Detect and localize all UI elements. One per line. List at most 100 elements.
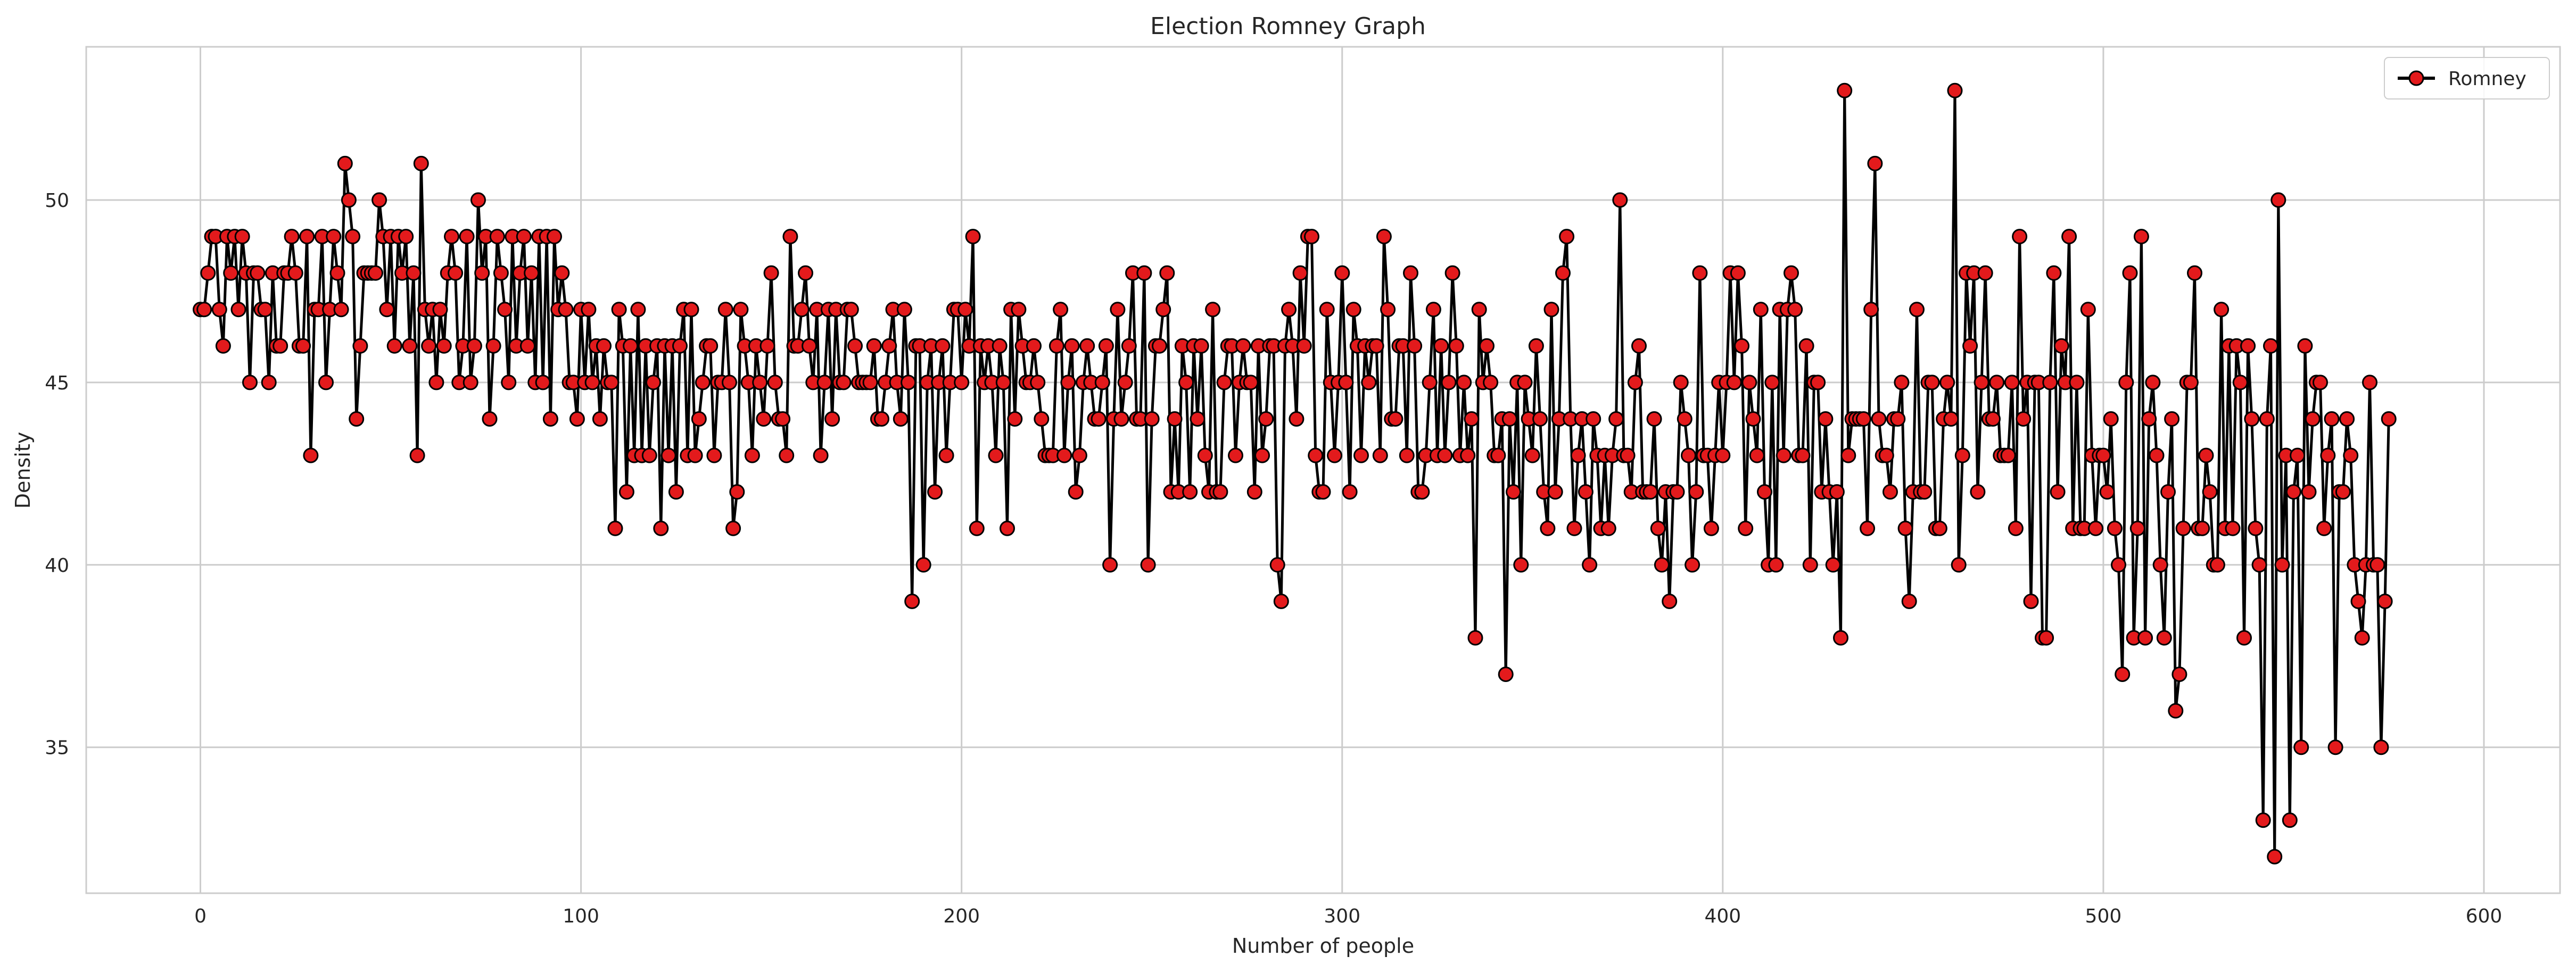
data-point [2175, 520, 2191, 536]
data-point [1136, 265, 1152, 281]
data-point [1829, 484, 1845, 500]
data-point [230, 302, 246, 318]
data-point [1878, 447, 1894, 463]
data-point [2122, 265, 2138, 281]
data-point [1353, 447, 1369, 463]
data-point [824, 411, 840, 427]
y-tick-label: 45 [45, 372, 69, 394]
data-point [273, 338, 288, 354]
data-point [1901, 593, 1917, 609]
data-point [2369, 557, 2385, 573]
data-point [341, 192, 357, 208]
data-point [1000, 520, 1015, 536]
data-point [1582, 557, 1598, 573]
data-point [2305, 411, 2321, 427]
data-point [466, 338, 482, 354]
data-point [1479, 338, 1495, 354]
data-point [1897, 520, 1913, 536]
data-point [196, 302, 212, 318]
data-point [1802, 557, 1818, 573]
data-point [1167, 411, 1183, 427]
data-point [448, 265, 464, 281]
data-point [596, 338, 612, 354]
data-point [1258, 411, 1274, 427]
data-point [965, 229, 981, 245]
data-point [1228, 447, 1243, 463]
data-point [744, 447, 760, 463]
data-point [2164, 411, 2180, 427]
data-point [957, 302, 973, 318]
data-point [1730, 265, 1746, 281]
x-axis-label: Number of people [1232, 934, 1414, 958]
x-axis: 0 100 200 300 400 500 600 [194, 905, 2502, 927]
data-point [1467, 630, 1483, 646]
data-point [2354, 630, 2370, 646]
data-point [497, 302, 513, 318]
data-point [1414, 484, 1430, 500]
data-point [782, 229, 798, 245]
data-point [215, 338, 231, 354]
data-point [2202, 484, 2218, 500]
data-point [2145, 375, 2161, 390]
data-point [1586, 411, 1601, 427]
data-point [847, 338, 863, 354]
data-point [569, 411, 585, 427]
data-point [1840, 447, 1856, 463]
data-point [1620, 447, 1636, 463]
data-point [1448, 338, 1464, 354]
data-point [1559, 229, 1575, 245]
data-point [2316, 520, 2332, 536]
data-point [862, 375, 878, 390]
data-point [1113, 411, 1129, 427]
data-point [1235, 338, 1251, 354]
data-point [1894, 375, 1910, 390]
data-point [779, 447, 795, 463]
data-point [1444, 265, 1460, 281]
x-tick-label: 500 [2085, 905, 2122, 927]
data-point [1327, 447, 1342, 463]
data-point [2225, 520, 2241, 536]
data-point [520, 338, 535, 354]
data-point [1068, 484, 1084, 500]
data-point [767, 375, 783, 390]
data-point [1281, 302, 1297, 318]
data-point [2244, 411, 2260, 427]
data-point [1380, 302, 1396, 318]
data-point [2377, 593, 2393, 609]
data-point [1517, 375, 1533, 390]
data-point [1943, 411, 1959, 427]
data-point [432, 302, 448, 318]
data-point [1612, 192, 1628, 208]
data-point [558, 302, 574, 318]
data-point [756, 411, 772, 427]
data-point [2115, 667, 2131, 682]
data-point [1974, 375, 1989, 390]
data-point [345, 229, 361, 245]
data-point [653, 520, 669, 536]
data-point [866, 338, 882, 354]
data-point [725, 520, 741, 536]
data-point [802, 338, 818, 354]
data-point [706, 447, 722, 463]
data-point [1071, 447, 1087, 463]
data-point [1304, 229, 1319, 245]
data-point [485, 338, 501, 354]
data-point [1140, 557, 1156, 573]
y-tick-label: 40 [45, 555, 69, 577]
data-point [1970, 484, 1986, 500]
data-point [318, 375, 334, 390]
legend: Romney [2384, 57, 2550, 99]
data-point [2274, 557, 2290, 573]
x-tick-label: 200 [943, 905, 980, 927]
data-point [1715, 447, 1731, 463]
data-point [2327, 739, 2343, 755]
data-point [646, 375, 661, 390]
data-point [326, 229, 342, 245]
data-point [2362, 375, 2377, 390]
data-point [660, 447, 676, 463]
data-point [2038, 630, 2054, 646]
data-point [1338, 375, 1354, 390]
data-point [1646, 411, 1662, 427]
data-point [1977, 265, 1993, 281]
data-point [2381, 411, 2397, 427]
